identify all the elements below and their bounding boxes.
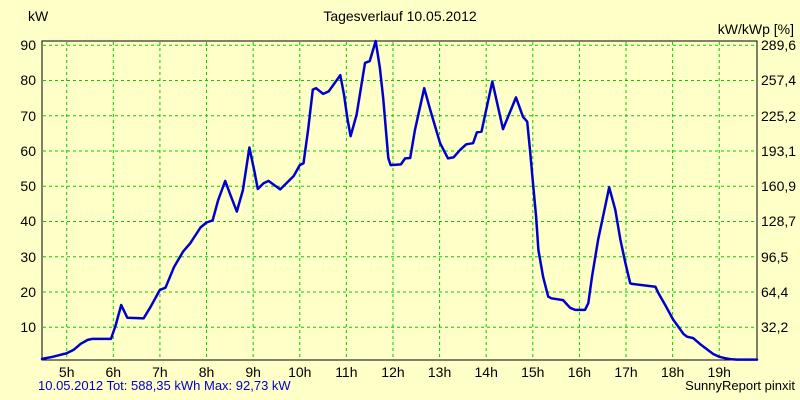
x-axis-tick-label: 19h	[707, 364, 731, 380]
y-axis-tick-label-right: 96,5	[761, 248, 789, 265]
y-axis-tick-label-right: 32,2	[761, 319, 789, 336]
x-axis-tick-label: 5h	[58, 364, 75, 380]
x-axis-tick-label: 6h	[105, 364, 122, 380]
plot-frame	[41, 40, 758, 361]
right-axis-unit-label: kW/kWp [%]	[717, 21, 794, 37]
x-axis-tick-label: 15h	[521, 364, 545, 380]
x-axis-tick-label: 11h	[335, 364, 358, 380]
brand-text: SunnyReport pinxit	[685, 378, 795, 393]
y-axis-tick-label-left: 10	[20, 319, 36, 336]
x-axis-tick-label: 12h	[381, 364, 405, 380]
y-axis-tick-label-right: 160,9	[761, 178, 797, 195]
x-axis-tick-label: 13h	[427, 364, 452, 380]
y-axis-tick-label-left: 90	[20, 37, 36, 54]
power-curve	[40, 39, 759, 361]
y-axis-tick-label-left: 30	[20, 248, 36, 265]
x-axis-tick-label: 16h	[567, 364, 592, 380]
x-axis-tick-label: 17h	[614, 364, 638, 380]
x-axis-tick-label: 8h	[198, 364, 215, 380]
y-axis-tick-label-left: 70	[20, 107, 36, 124]
y-axis-tick-label-right: 64,4	[761, 283, 789, 300]
y-axis-tick-label-right: 257,4	[761, 72, 797, 89]
x-axis-tick-label: 10h	[288, 364, 312, 380]
left-axis-unit-label: kW	[28, 8, 49, 24]
y-axis-tick-label-right: 225,2	[761, 107, 797, 124]
x-axis-tick-label: 18h	[660, 364, 685, 380]
y-axis-tick-label-left: 60	[20, 142, 36, 159]
y-axis-tick-label-left: 20	[20, 283, 36, 300]
y-axis-tick-label-right: 193,1	[761, 142, 797, 159]
y-axis-tick-label-left: 50	[20, 178, 36, 195]
y-axis-tick-label-right: 289,6	[761, 37, 797, 54]
x-axis-tick-label: 14h	[474, 364, 498, 380]
chart-title: Tagesverlauf 10.05.2012	[323, 8, 477, 24]
y-axis-tick-label-left: 40	[20, 213, 36, 230]
x-axis-tick-label: 7h	[152, 364, 168, 380]
y-axis-tick-label-left: 80	[20, 72, 36, 89]
x-axis-tick-label: 9h	[245, 364, 261, 380]
daily-summary-text: 10.05.2012 Tot: 588,35 kWh Max: 92,73 kW	[38, 378, 291, 393]
y-axis-tick-label-right: 128,7	[761, 213, 797, 230]
